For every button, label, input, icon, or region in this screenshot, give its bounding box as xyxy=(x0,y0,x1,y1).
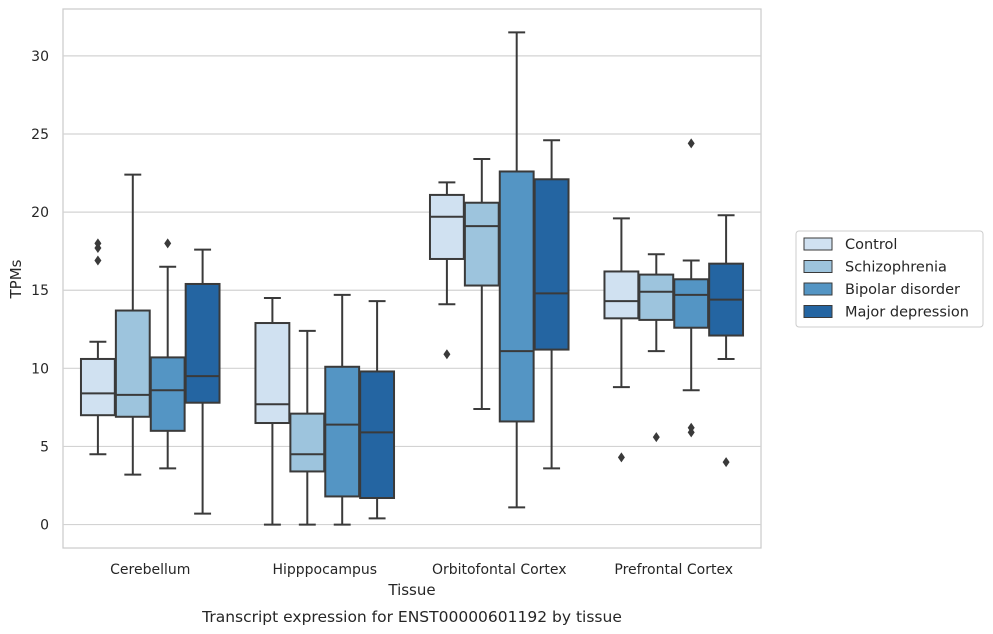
box-control xyxy=(79,238,116,456)
box-control xyxy=(428,181,465,360)
box-body xyxy=(149,356,186,432)
y-axis-ticks: 0 5 10 15 20 25 30 xyxy=(31,49,49,534)
outlier-point xyxy=(652,432,660,443)
box-body xyxy=(184,282,221,404)
box-bipolar-disorder xyxy=(673,138,710,438)
box-body xyxy=(463,201,500,287)
legend-swatch xyxy=(803,237,833,251)
outlier-point xyxy=(94,255,102,266)
box-schizophrenia xyxy=(289,329,326,526)
y-tick-label: 25 xyxy=(31,127,49,143)
y-tick-label: 30 xyxy=(31,49,49,65)
box-body xyxy=(498,170,535,423)
box-body xyxy=(428,193,465,260)
y-tick-label: 15 xyxy=(31,283,49,299)
gridlines xyxy=(63,55,761,526)
box-bipolar-disorder xyxy=(324,293,361,526)
outlier-point xyxy=(687,422,695,433)
y-axis-label: TPMs xyxy=(7,259,25,299)
box-bipolar-disorder xyxy=(498,31,535,509)
legend-swatch xyxy=(803,305,833,318)
x-tick-label: Orbitofontal Cortex xyxy=(432,562,567,578)
outlier-point xyxy=(687,138,695,149)
y-tick-label: 20 xyxy=(31,205,49,221)
box-groups xyxy=(79,31,745,526)
legend-frame xyxy=(795,230,984,328)
box-body xyxy=(79,357,116,417)
outlier-point xyxy=(164,238,172,249)
x-tick-label: Cerebellum xyxy=(110,562,190,578)
outlier-point xyxy=(94,238,102,249)
box-major-depression xyxy=(184,248,221,515)
legend-swatch xyxy=(803,260,833,273)
y-tick-label: 10 xyxy=(31,361,49,377)
legend: Control Schizophrenia Bipolar disorder Majo… xyxy=(795,230,984,328)
box-body xyxy=(254,322,291,425)
outlier-point xyxy=(722,457,730,468)
box-control xyxy=(603,217,640,463)
legend-swatch xyxy=(803,282,833,296)
box-bipolar-disorder xyxy=(149,238,186,470)
box-body xyxy=(638,273,675,321)
chart-caption: Transcript expression for ENST0000060119… xyxy=(201,608,622,626)
legend-label: Bipolar disorder xyxy=(845,282,960,298)
box-control xyxy=(254,297,291,526)
legend-label: Control xyxy=(845,237,897,253)
y-tick-label: 5 xyxy=(40,439,49,455)
outlier-point xyxy=(617,452,625,463)
box-major-depression xyxy=(533,139,570,470)
box-body xyxy=(673,278,710,329)
box-schizophrenia xyxy=(638,253,675,443)
box-body xyxy=(533,178,570,351)
box-schizophrenia xyxy=(114,173,151,476)
x-tick-label: Prefrontal Cortex xyxy=(614,562,733,578)
box-schizophrenia xyxy=(463,157,500,410)
box-body xyxy=(114,309,151,418)
box-major-depression xyxy=(708,214,745,468)
x-axis-label: Tissue xyxy=(387,581,435,599)
box-body xyxy=(289,412,326,473)
box-body xyxy=(359,370,396,500)
x-tick-label: Hipppocampus xyxy=(272,562,377,578)
outlier-point xyxy=(443,349,451,360)
y-tick-label: 0 xyxy=(40,518,49,534)
box-body xyxy=(603,270,640,320)
legend-label: Schizophrenia xyxy=(845,260,947,276)
x-axis-ticks: Cerebellum Hipppocampus Orbitofontal Corte… xyxy=(110,562,733,578)
box-body xyxy=(324,365,361,498)
box-major-depression xyxy=(359,300,396,520)
legend-label: Major depression xyxy=(845,305,969,321)
